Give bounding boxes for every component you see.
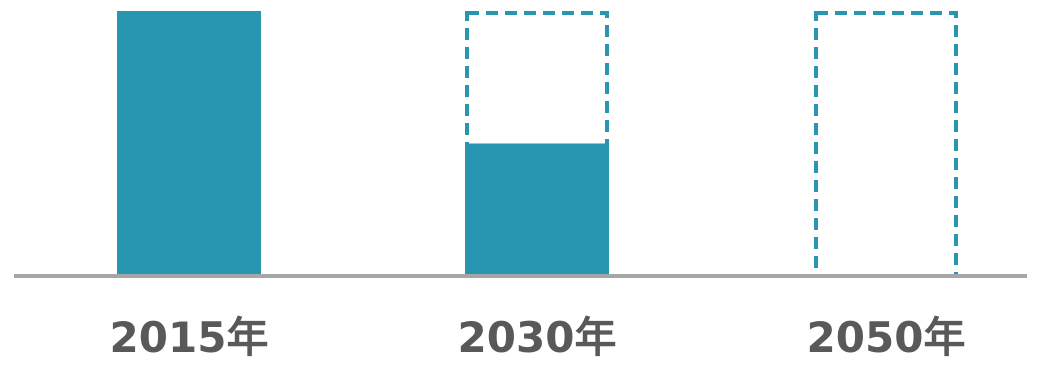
x-tick-label-0: 2015年 [110,313,269,362]
bar-1 [465,143,609,276]
reference-outline-2 [814,11,958,278]
x-tick-label-2: 2050年 [807,313,966,362]
x-tick-label-1: 2030年 [458,313,617,362]
bar-0 [117,11,261,276]
